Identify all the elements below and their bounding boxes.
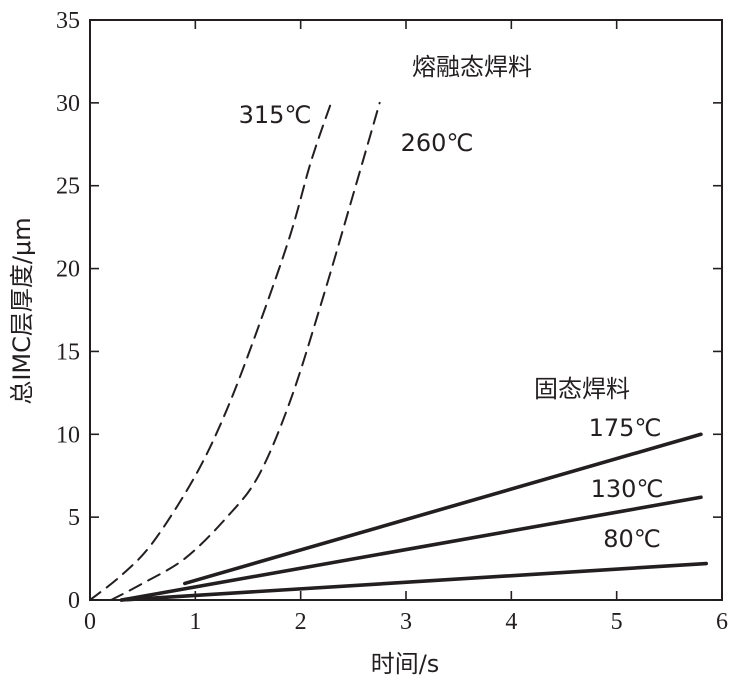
series-label-260℃: 260℃ bbox=[401, 129, 474, 157]
x-tick-label: 3 bbox=[400, 609, 412, 635]
series-line-80℃ bbox=[119, 561, 708, 602]
x-tick-label: 1 bbox=[189, 609, 201, 635]
y-tick-label: 5 bbox=[68, 505, 80, 531]
x-tick-label: 4 bbox=[505, 609, 517, 635]
plot-frame bbox=[89, 19, 723, 601]
y-tick-label: 30 bbox=[56, 91, 80, 117]
x-tick-label: 5 bbox=[611, 609, 623, 635]
y-tick-label: 25 bbox=[56, 174, 80, 200]
series-label-80℃: 80℃ bbox=[603, 525, 661, 553]
x-tick-label: 0 bbox=[84, 609, 96, 635]
series-label-130℃: 130℃ bbox=[591, 475, 664, 503]
y-tick-label: 15 bbox=[56, 339, 80, 365]
series-line-315℃ bbox=[89, 98, 334, 601]
y-tick-label: 20 bbox=[56, 257, 80, 283]
x-axis-title: 时间/s bbox=[371, 650, 440, 678]
series-line-175℃ bbox=[183, 432, 703, 586]
group-label: 固态焊料 bbox=[534, 375, 630, 403]
y-tick-label: 10 bbox=[56, 422, 80, 448]
y-tick-label: 0 bbox=[68, 588, 80, 614]
series-line-130℃ bbox=[119, 495, 703, 602]
group-label: 熔融态焊料 bbox=[412, 53, 532, 81]
series-label-315℃: 315℃ bbox=[239, 101, 312, 129]
x-tick-label: 6 bbox=[716, 609, 728, 635]
series-label-175℃: 175℃ bbox=[589, 414, 662, 442]
series-line-260℃ bbox=[110, 101, 381, 601]
x-tick-label: 2 bbox=[295, 609, 307, 635]
series-layer bbox=[89, 98, 708, 602]
y-axis-title: 总IMC层厚度/μm bbox=[8, 217, 36, 404]
ticks: 0 1 2 3 4 5 6 0 5 10 15 20 25 30 35 bbox=[56, 8, 728, 635]
y-tick-label: 35 bbox=[56, 8, 80, 34]
plot-border bbox=[89, 19, 723, 601]
